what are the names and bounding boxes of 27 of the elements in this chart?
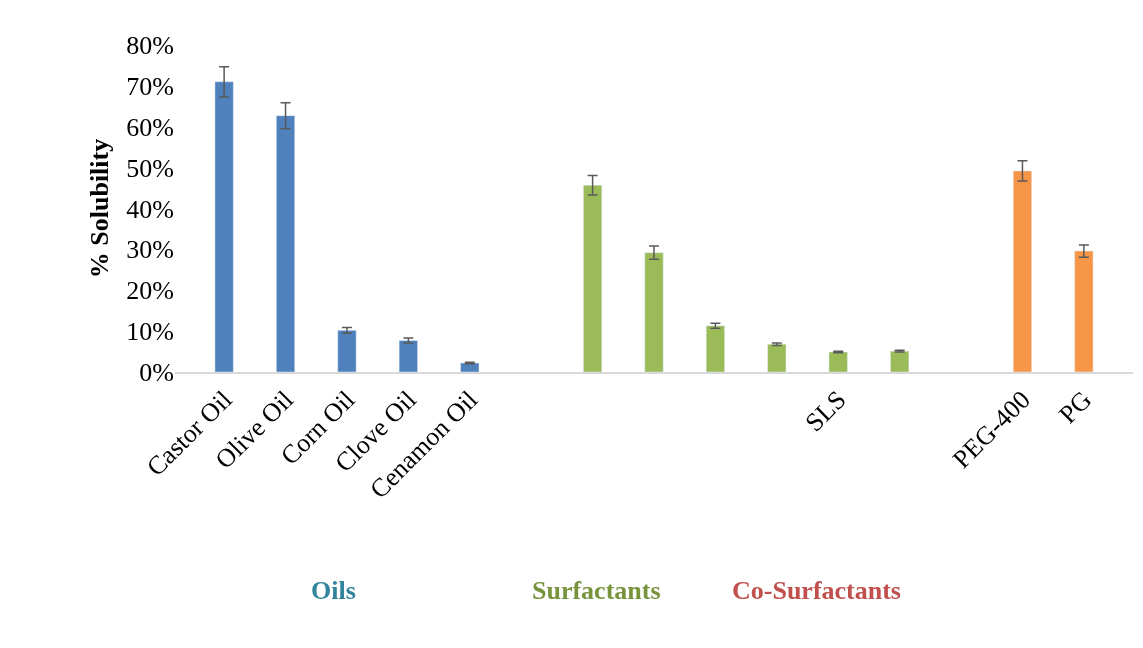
x-tick-label: SLS (799, 385, 852, 438)
y-axis-title: % Solubility (84, 138, 114, 279)
y-tick-label: 40% (126, 194, 174, 224)
y-tick-label: 20% (126, 276, 174, 306)
bar (583, 184, 603, 372)
bar (214, 81, 234, 372)
bar (1013, 170, 1032, 372)
y-tick-label: 0% (139, 358, 174, 388)
y-tick-label: 80% (126, 31, 174, 61)
bar (644, 252, 664, 372)
x-tick-label: PG (1053, 385, 1098, 430)
bar (890, 350, 910, 372)
bar (276, 115, 295, 372)
y-tick-label: 60% (126, 112, 174, 142)
bar (398, 340, 418, 372)
bar (337, 330, 357, 372)
text: Surfactants (532, 576, 661, 605)
y-tick-label: 30% (126, 235, 174, 265)
y-tick-label: 50% (126, 153, 174, 183)
text: Co-Surfactants (732, 576, 901, 605)
bar (705, 325, 725, 372)
bar (1074, 250, 1094, 372)
bar (767, 343, 787, 372)
y-tick-label: 10% (126, 317, 174, 347)
bar (828, 351, 848, 372)
text: Oils (311, 576, 356, 605)
y-tick-label: 70% (126, 71, 174, 101)
